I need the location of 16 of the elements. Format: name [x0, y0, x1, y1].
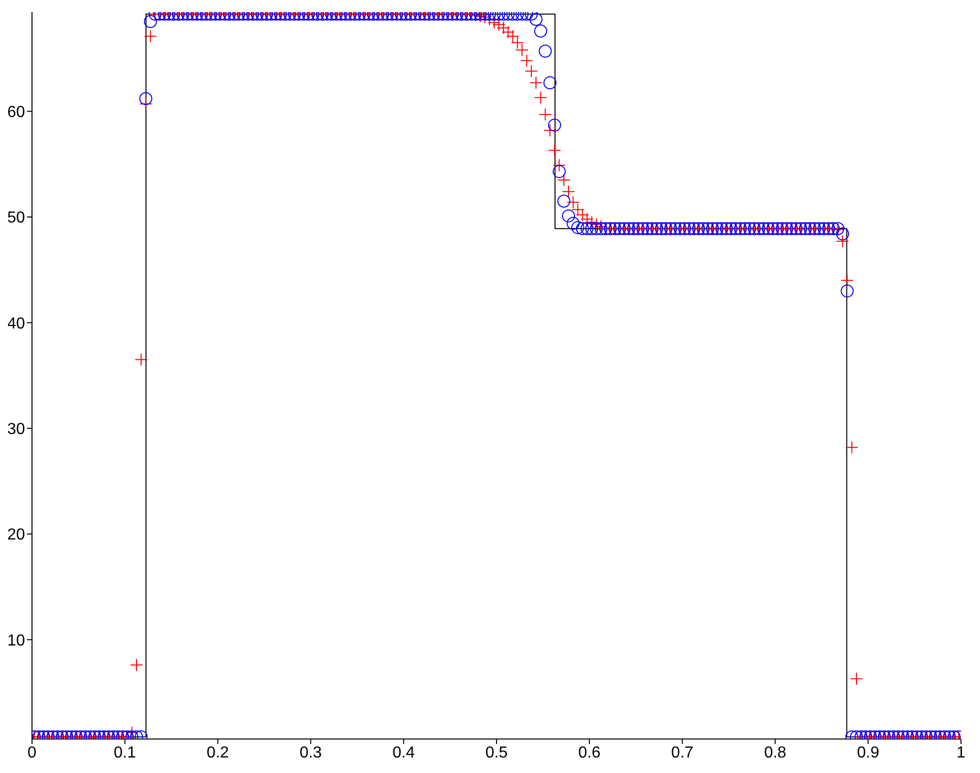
y-tick-label: 60: [7, 104, 26, 122]
x-tick-label: 1: [956, 744, 966, 762]
y-tick-label: 50: [7, 210, 26, 227]
x-tick-label: 0.6: [578, 744, 601, 762]
x-tick-label: 0.5: [485, 744, 508, 762]
x-tick-label: 0.7: [671, 744, 694, 762]
y-tick-label: 10: [7, 632, 26, 650]
x-tick-label: 0.3: [300, 744, 322, 762]
x-tick-label: 0.4: [392, 744, 415, 762]
x-tick-label: 0: [28, 744, 37, 762]
x-tick-label: 0.9: [856, 744, 880, 762]
x-tick-label: 0.8: [764, 744, 786, 762]
x-tick-label: 0.1: [114, 744, 136, 762]
y-tick-label: 20: [7, 526, 26, 544]
y-tick-label: 30: [7, 421, 26, 438]
x-tick-label: 0.2: [206, 744, 230, 762]
